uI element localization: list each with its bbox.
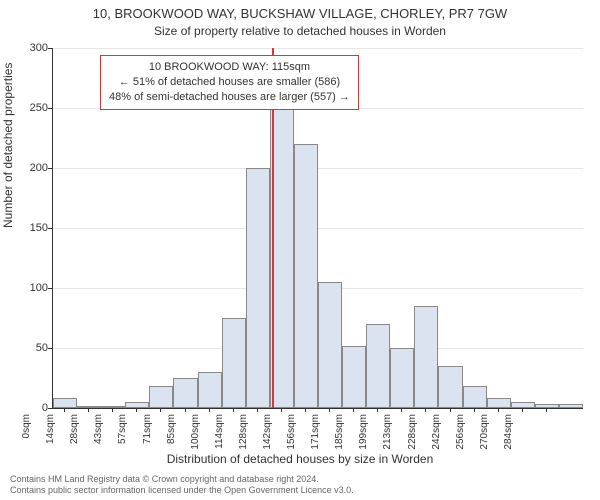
y-tick-label: 100 [8,282,48,294]
histogram-bar [198,372,222,408]
histogram-bar [366,324,390,408]
footer-line-1: Contains HM Land Registry data © Crown c… [10,474,354,485]
histogram-bar [535,404,559,408]
gridline [53,408,583,409]
property-size-histogram: 10, BROOKWOOD WAY, BUCKSHAW VILLAGE, CHO… [0,0,600,500]
histogram-bar [390,348,414,408]
x-tick-label: 284sqm [503,414,589,450]
histogram-bar [294,144,318,408]
histogram-bar [173,378,197,408]
gridline [53,168,583,169]
gridline [53,48,583,49]
footer-line-2: Contains public sector information licen… [10,485,354,496]
histogram-bar [222,318,246,408]
histogram-bar [438,366,462,408]
x-axis-label: Distribution of detached houses by size … [0,452,600,466]
y-axis-label: Number of detached properties [1,63,15,228]
histogram-bar [414,306,438,408]
y-tick-label: 200 [8,162,48,174]
histogram-bar [246,168,270,408]
histogram-bar [342,346,366,408]
histogram-bar [101,406,125,408]
y-tick-label: 0 [8,402,48,414]
attribution-footer: Contains HM Land Registry data © Crown c… [10,474,354,496]
y-tick-label: 300 [8,42,48,54]
annotation-line: 48% of semi-detached houses are larger (… [109,90,350,105]
chart-subtitle: Size of property relative to detached ho… [0,24,600,38]
histogram-bar [511,402,535,408]
histogram-bar [149,386,173,408]
histogram-bar [487,398,511,408]
property-annotation: 10 BROOKWOOD WAY: 115sqm← 51% of detache… [100,55,359,110]
annotation-line: 10 BROOKWOOD WAY: 115sqm [109,60,350,75]
gridline [53,228,583,229]
chart-title-address: 10, BROOKWOOD WAY, BUCKSHAW VILLAGE, CHO… [0,6,600,21]
y-tick-label: 50 [8,342,48,354]
histogram-bar [559,404,583,408]
histogram-bar [53,398,77,408]
histogram-bar [125,402,149,408]
histogram-bar [77,406,101,408]
y-tick-label: 250 [8,102,48,114]
annotation-line: ← 51% of detached houses are smaller (58… [109,75,350,90]
histogram-bar [318,282,342,408]
y-tick-label: 150 [8,222,48,234]
histogram-bar [463,386,487,408]
